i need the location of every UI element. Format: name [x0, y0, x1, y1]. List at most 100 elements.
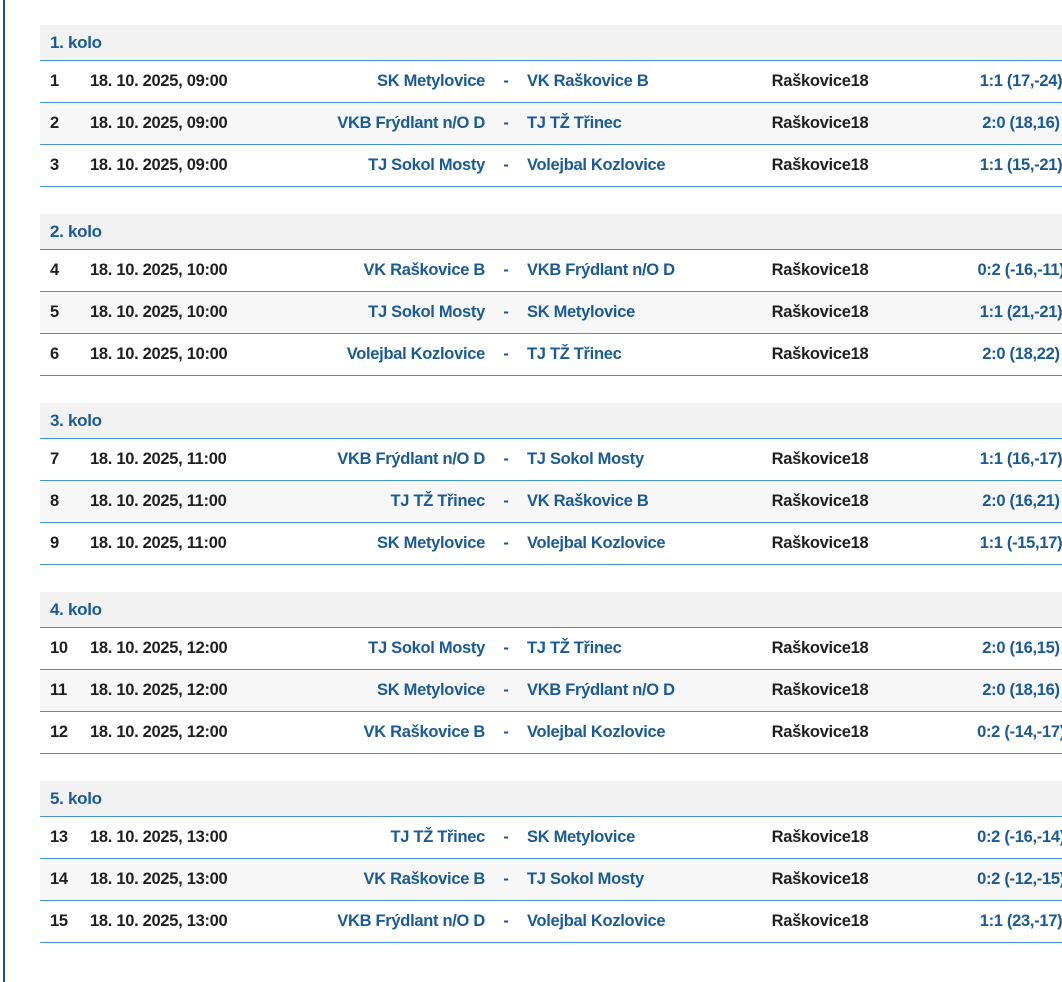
home-team-link[interactable]: Volejbal Kozlovice: [346, 345, 486, 363]
match-datetime: 18. 10. 2025, 09:00: [90, 114, 228, 132]
home-team-link[interactable]: SK Metylovice: [377, 72, 485, 90]
match-score-link[interactable]: 0:2 (-16,-14): [977, 828, 1062, 846]
match-number: 6: [50, 345, 59, 363]
round-section: 2. kolo 4 18. 10. 2025, 10:00 VK Raškovi…: [40, 214, 1062, 376]
home-team-link[interactable]: TJ TŽ Třinec: [390, 492, 486, 510]
round-section: 5. kolo 13 18. 10. 2025, 13:00 TJ TŽ Tři…: [40, 781, 1062, 943]
match-separator: -: [503, 156, 509, 174]
match-separator: -: [503, 870, 509, 888]
match-score-link[interactable]: 0:2 (-14,-17): [977, 723, 1062, 741]
home-team-link[interactable]: TJ TŽ Třinec: [390, 828, 486, 846]
away-team-link[interactable]: Volejbal Kozlovice: [527, 534, 666, 552]
away-team-link[interactable]: Volejbal Kozlovice: [527, 156, 666, 174]
home-team-link[interactable]: VKB Frýdlant n/O D: [337, 912, 485, 930]
home-team-link[interactable]: TJ Sokol Mosty: [368, 639, 485, 657]
match-row: 15 18. 10. 2025, 13:00 VKB Frýdlant n/O …: [40, 901, 1062, 943]
match-venue: Raškovice18: [771, 723, 869, 741]
home-team-link[interactable]: VK Raškovice B: [363, 261, 486, 279]
home-team-link[interactable]: VK Raškovice B: [363, 723, 486, 741]
match-venue: Raškovice18: [771, 534, 869, 552]
match-row: 12 18. 10. 2025, 12:00 VK Raškovice B - …: [40, 712, 1062, 754]
match-datetime: 18. 10. 2025, 10:00: [90, 261, 228, 279]
match-row: 4 18. 10. 2025, 10:00 VK Raškovice B - V…: [40, 250, 1062, 292]
match-separator: -: [503, 492, 509, 510]
match-datetime: 18. 10. 2025, 11:00: [90, 450, 227, 468]
home-team-link[interactable]: VKB Frýdlant n/O D: [337, 450, 485, 468]
away-team-link[interactable]: TJ Sokol Mosty: [527, 870, 644, 888]
home-team-link[interactable]: VKB Frýdlant n/O D: [337, 114, 485, 132]
away-team-link[interactable]: VKB Frýdlant n/O D: [527, 261, 675, 279]
match-venue: Raškovice18: [771, 828, 869, 846]
match-score-link[interactable]: 2:0 (16,21): [982, 492, 1060, 510]
match-number: 13: [50, 828, 68, 846]
match-score-link[interactable]: 2:0 (16,15): [982, 639, 1060, 657]
match-separator: -: [503, 261, 509, 279]
round-label: 4. kolo: [50, 599, 102, 619]
match-datetime: 18. 10. 2025, 09:00: [90, 156, 228, 174]
match-row: 14 18. 10. 2025, 13:00 VK Raškovice B - …: [40, 859, 1062, 901]
match-score-link[interactable]: 1:1 (17,-24): [979, 72, 1062, 90]
match-separator: -: [503, 534, 509, 552]
round-rows: 7 18. 10. 2025, 11:00 VKB Frýdlant n/O D…: [40, 439, 1062, 565]
round-header: 1. kolo: [40, 25, 1062, 61]
match-separator: -: [503, 72, 509, 90]
match-number: 15: [50, 912, 68, 930]
match-row: 5 18. 10. 2025, 10:00 TJ Sokol Mosty - S…: [40, 292, 1062, 334]
match-separator: -: [503, 723, 509, 741]
away-team-link[interactable]: TJ TŽ Třinec: [527, 639, 622, 657]
match-venue: Raškovice18: [771, 870, 869, 888]
round-label: 3. kolo: [50, 410, 102, 430]
away-team-link[interactable]: Volejbal Kozlovice: [527, 723, 666, 741]
match-score-link[interactable]: 0:2 (-12,-15): [977, 870, 1062, 888]
match-score-link[interactable]: 2:0 (18,16): [982, 114, 1060, 132]
away-team-link[interactable]: VKB Frýdlant n/O D: [527, 681, 675, 699]
away-team-link[interactable]: TJ TŽ Třinec: [527, 345, 622, 363]
match-score-link[interactable]: 1:1 (16,-17): [979, 450, 1062, 468]
match-datetime: 18. 10. 2025, 10:00: [90, 303, 228, 321]
away-team-link[interactable]: VK Raškovice B: [527, 72, 649, 90]
away-team-link[interactable]: VK Raškovice B: [527, 492, 649, 510]
match-number: 4: [50, 261, 59, 279]
match-score-link[interactable]: 1:1 (15,-21): [979, 156, 1062, 174]
match-score-link[interactable]: 2:0 (18,16): [982, 681, 1060, 699]
match-separator: -: [503, 303, 509, 321]
away-team-link[interactable]: Volejbal Kozlovice: [527, 912, 666, 930]
round-section: 4. kolo 10 18. 10. 2025, 12:00 TJ Sokol …: [40, 592, 1062, 754]
match-separator: -: [503, 681, 509, 699]
away-team-link[interactable]: TJ TŽ Třinec: [527, 114, 622, 132]
round-header: 4. kolo: [40, 592, 1062, 628]
match-separator: -: [503, 114, 509, 132]
away-team-link[interactable]: SK Metylovice: [527, 303, 635, 321]
match-score-link[interactable]: 1:1 (21,-21): [979, 303, 1062, 321]
match-score-link[interactable]: 1:1 (23,-17): [979, 912, 1062, 930]
round-rows: 4 18. 10. 2025, 10:00 VK Raškovice B - V…: [40, 250, 1062, 376]
match-number: 9: [50, 534, 59, 552]
away-team-link[interactable]: TJ Sokol Mosty: [527, 450, 644, 468]
match-schedule: 1. kolo 1 18. 10. 2025, 09:00 SK Metylov…: [40, 25, 1062, 943]
match-score-link[interactable]: 0:2 (-16,-11): [977, 261, 1062, 279]
match-venue: Raškovice18: [771, 72, 869, 90]
home-team-link[interactable]: SK Metylovice: [377, 681, 485, 699]
round-section: 1. kolo 1 18. 10. 2025, 09:00 SK Metylov…: [40, 25, 1062, 187]
match-datetime: 18. 10. 2025, 12:00: [90, 639, 228, 657]
home-team-link[interactable]: TJ Sokol Mosty: [368, 303, 485, 321]
match-separator: -: [503, 639, 509, 657]
match-venue: Raškovice18: [771, 492, 869, 510]
home-team-link[interactable]: VK Raškovice B: [363, 870, 486, 888]
match-score-link[interactable]: 2:0 (18,22): [982, 345, 1060, 363]
match-datetime: 18. 10. 2025, 12:00: [90, 681, 228, 699]
match-row: 1 18. 10. 2025, 09:00 SK Metylovice - VK…: [40, 61, 1062, 103]
round-label: 2. kolo: [50, 221, 102, 241]
match-number: 2: [50, 114, 59, 132]
away-team-link[interactable]: SK Metylovice: [527, 828, 635, 846]
match-separator: -: [503, 912, 509, 930]
match-venue: Raškovice18: [771, 912, 869, 930]
match-row: 13 18. 10. 2025, 13:00 TJ TŽ Třinec - SK…: [40, 817, 1062, 859]
home-team-link[interactable]: TJ Sokol Mosty: [368, 156, 485, 174]
match-score-link[interactable]: 1:1 (-15,17): [979, 534, 1062, 552]
match-number: 1: [50, 72, 59, 90]
match-separator: -: [503, 450, 509, 468]
home-team-link[interactable]: SK Metylovice: [377, 534, 485, 552]
match-venue: Raškovice18: [771, 450, 869, 468]
match-venue: Raškovice18: [771, 639, 869, 657]
